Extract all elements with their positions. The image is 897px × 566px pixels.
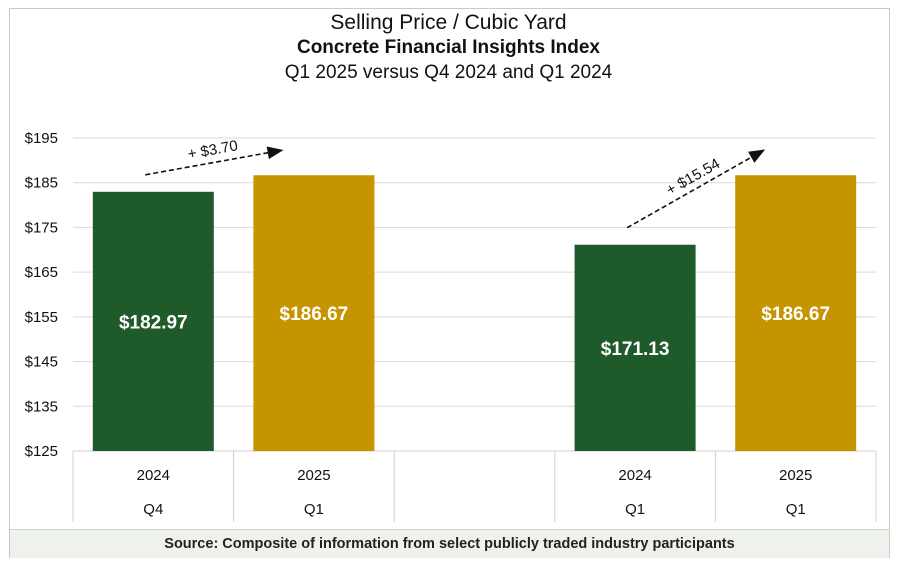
- bar-value-label: $186.67: [280, 304, 349, 325]
- chart-subtitle: Concrete Financial Insights Index: [296, 37, 600, 58]
- x-tick-year: 2024: [137, 467, 170, 484]
- x-tick-quarter: Q1: [304, 501, 324, 518]
- y-tick-label: $175: [25, 219, 58, 236]
- bar: [92, 191, 214, 451]
- x-axis-table: 2024 Q4 2025 Q1 2024 Q1 2025 Q1: [72, 450, 877, 522]
- chart-subtitle-2: Q1 2025 versus Q4 2024 and Q1 2024: [284, 62, 613, 83]
- change-label: + $15.54: [663, 155, 723, 199]
- y-tick-label: $135: [25, 398, 58, 415]
- x-tick-quarter: Q4: [143, 501, 163, 518]
- bar: [735, 175, 857, 451]
- y-axis-ticks: $125 $135 $145 $155 $165 $175 $185 $195: [25, 130, 58, 460]
- x-tick-quarter: Q1: [625, 501, 645, 518]
- x-tick-year: 2025: [779, 467, 812, 484]
- chart-title: Selling Price / Cubic Yard: [330, 11, 567, 34]
- source-note: Source: Composite of information from se…: [10, 529, 889, 558]
- y-tick-label: $195: [25, 130, 58, 147]
- change-label: + $3.70: [186, 137, 239, 163]
- title-block: Selling Price / Cubic Yard Concrete Fina…: [0, 10, 897, 86]
- bar-value-label: $171.13: [601, 339, 670, 360]
- x-tick-year: 2024: [618, 467, 651, 484]
- x-tick-quarter: Q1: [786, 501, 806, 518]
- bar: [574, 244, 696, 451]
- bar: [253, 175, 375, 451]
- y-tick-label: $125: [25, 443, 58, 460]
- y-tick-label: $185: [25, 175, 58, 192]
- change-arrow: [626, 149, 766, 229]
- change-arrow: [145, 146, 284, 176]
- bars: $182.97 $186.67 $171.13 $186.67: [92, 175, 857, 451]
- bar-value-label: $186.67: [761, 304, 830, 325]
- y-tick-label: $145: [25, 354, 58, 371]
- y-tick-label: $165: [25, 264, 58, 281]
- y-tick-label: $155: [25, 309, 58, 326]
- x-tick-year: 2025: [297, 467, 330, 484]
- bar-value-label: $182.97: [119, 312, 188, 333]
